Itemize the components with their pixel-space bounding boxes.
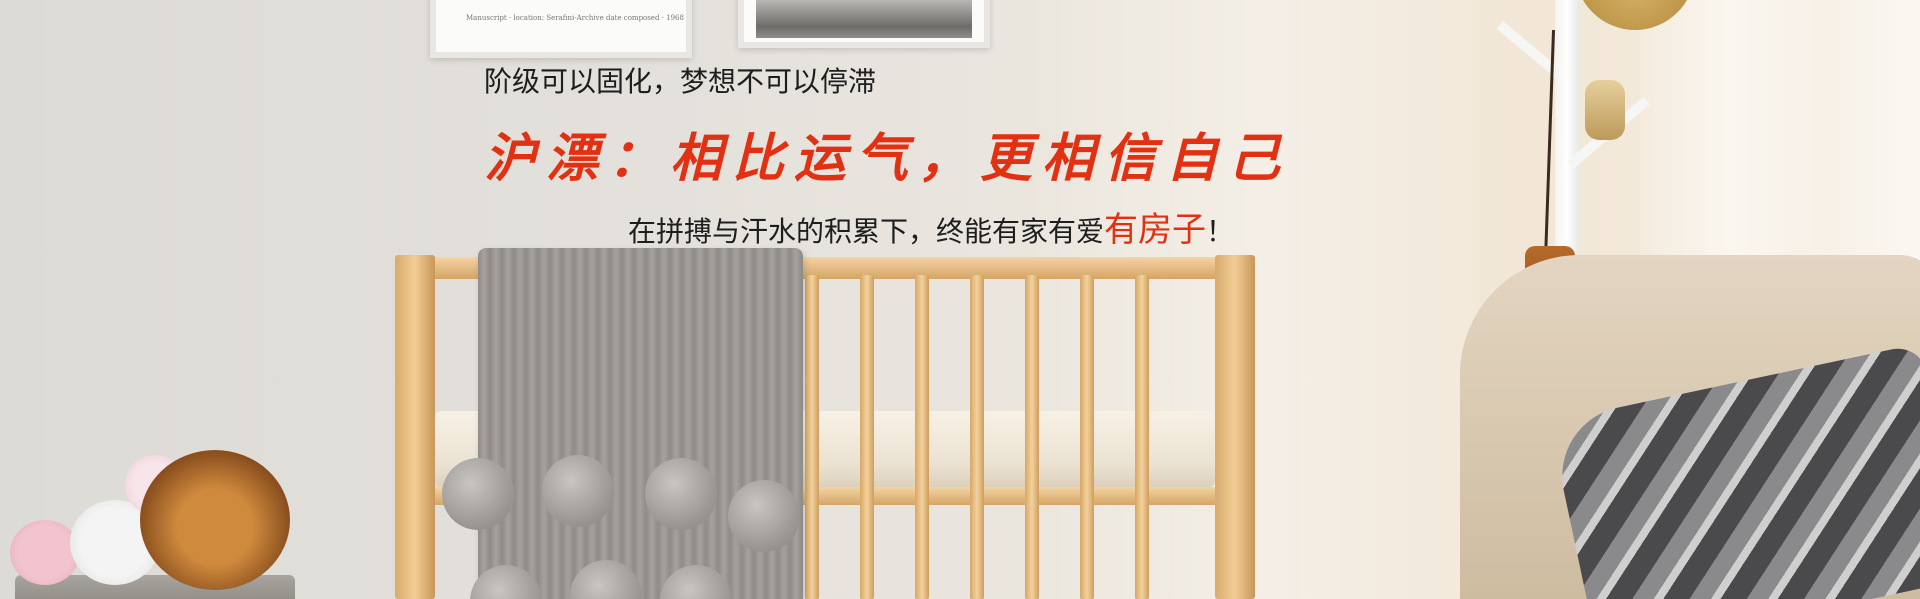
crib-slat: [915, 275, 929, 599]
wall-frame-manuscript: Manuscript · location: Serafini-Archive …: [430, 0, 692, 58]
blanket-pompom: [728, 480, 800, 552]
blanket-pompom: [645, 458, 717, 530]
crib-slat: [1135, 275, 1149, 599]
crib-slat: [860, 275, 874, 599]
wall-frame-photo: [738, 0, 990, 48]
crib-slat: [1080, 275, 1094, 599]
blanket-pompom: [542, 455, 614, 527]
headline-accent-text: 有房子: [1104, 210, 1207, 250]
hanging-bag: [1585, 80, 1625, 140]
crib-slat: [970, 275, 984, 599]
headline-line-3-text: 在拼搏与汗水的积累下，终能有家有爱: [628, 215, 1105, 248]
headline-slogan: 沪漂：相比运气，更相信自己: [484, 128, 1291, 189]
plush-lion-toy: [140, 450, 290, 590]
plush-pink-toy: [10, 520, 80, 585]
crib-slat: [805, 275, 819, 599]
headline-line-3-suffix: ！: [1206, 215, 1235, 248]
crib-slat: [1025, 275, 1039, 599]
blanket-pompom: [442, 458, 514, 530]
headline-line-3: 在拼搏与汗水的积累下，终能有家有爱有房子！: [628, 202, 1234, 251]
crib-post-left: [395, 255, 435, 599]
frame-photo-print: [756, 0, 972, 38]
headline-line-1: 阶级可以固化，梦想不可以停滞: [484, 65, 877, 98]
crib-post-right: [1215, 255, 1255, 599]
frame-caption: Manuscript · location: Serafini-Archive …: [466, 14, 684, 22]
